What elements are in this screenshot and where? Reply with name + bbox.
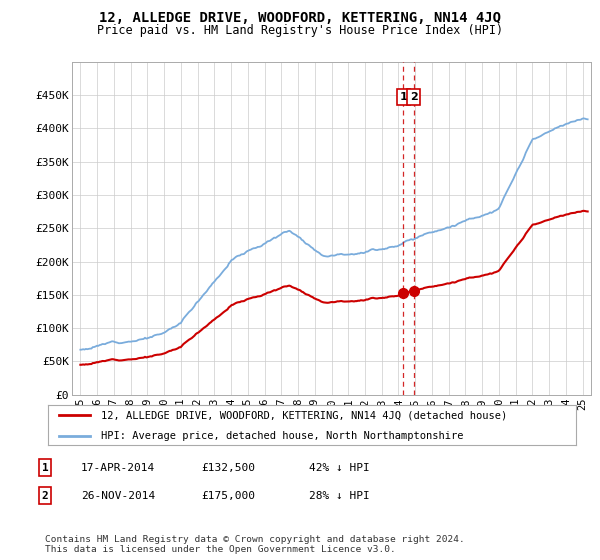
Text: 1: 1 bbox=[400, 92, 407, 102]
Text: 17-APR-2014: 17-APR-2014 bbox=[81, 463, 155, 473]
Text: 26-NOV-2014: 26-NOV-2014 bbox=[81, 491, 155, 501]
Text: £132,500: £132,500 bbox=[201, 463, 255, 473]
Text: £175,000: £175,000 bbox=[201, 491, 255, 501]
Text: 28% ↓ HPI: 28% ↓ HPI bbox=[309, 491, 370, 501]
Text: 42% ↓ HPI: 42% ↓ HPI bbox=[309, 463, 370, 473]
Text: 2: 2 bbox=[410, 92, 418, 102]
Text: 12, ALLEDGE DRIVE, WOODFORD, KETTERING, NN14 4JQ: 12, ALLEDGE DRIVE, WOODFORD, KETTERING, … bbox=[99, 11, 501, 25]
Text: 1: 1 bbox=[41, 463, 49, 473]
Text: Price paid vs. HM Land Registry's House Price Index (HPI): Price paid vs. HM Land Registry's House … bbox=[97, 24, 503, 36]
Text: HPI: Average price, detached house, North Northamptonshire: HPI: Average price, detached house, Nort… bbox=[101, 431, 463, 441]
Text: 12, ALLEDGE DRIVE, WOODFORD, KETTERING, NN14 4JQ (detached house): 12, ALLEDGE DRIVE, WOODFORD, KETTERING, … bbox=[101, 410, 507, 421]
Text: 2: 2 bbox=[41, 491, 49, 501]
Text: Contains HM Land Registry data © Crown copyright and database right 2024.
This d: Contains HM Land Registry data © Crown c… bbox=[45, 535, 465, 554]
